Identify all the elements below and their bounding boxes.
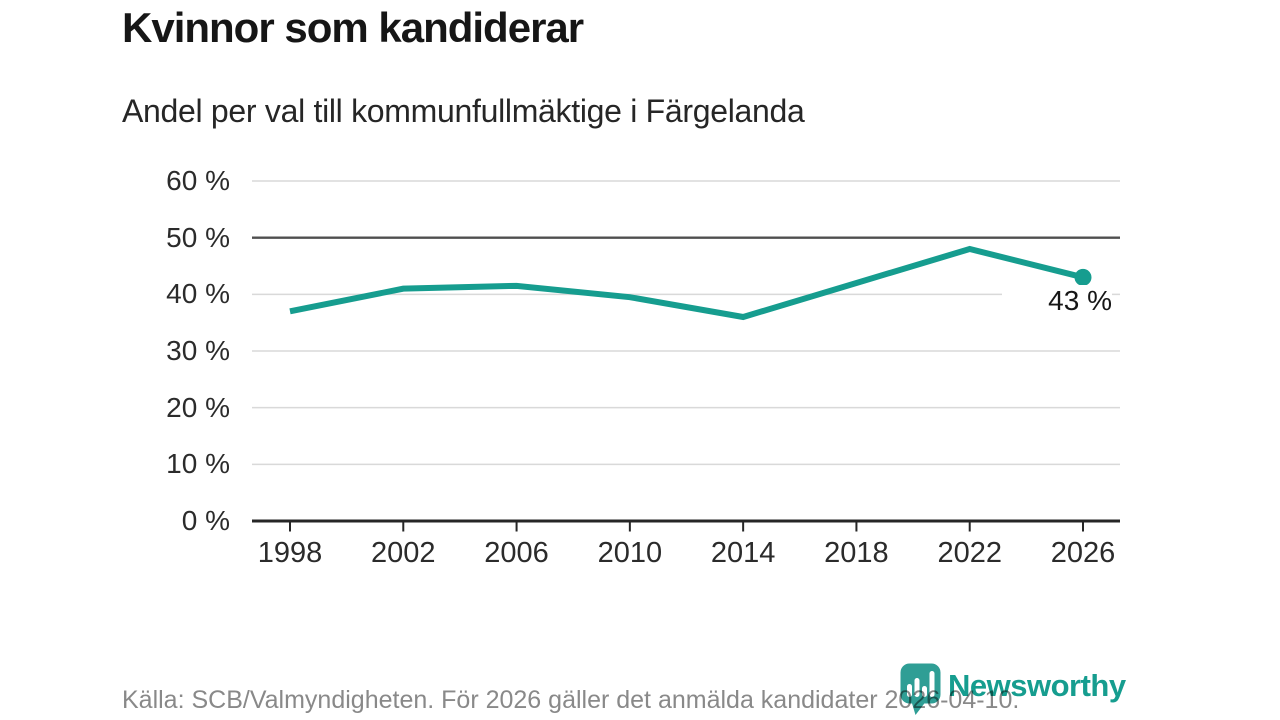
source-note: Källa: SCB/Valmyndigheten. För 2026 gäll…	[122, 686, 1020, 714]
newsworthy-logo: Newsworthy	[900, 663, 1126, 716]
y-axis-label: 60 %	[166, 165, 230, 196]
y-axis-label: 40 %	[166, 278, 230, 310]
newsworthy-wordmark: Newsworthy	[948, 668, 1126, 703]
x-axis-label: 1998	[257, 537, 323, 569]
data-line	[289, 245, 1084, 321]
y-axis-label: 10 %	[166, 448, 230, 480]
y-axis-label: 20 %	[166, 391, 230, 423]
page-subtitle: Andel per val till kommunfullmäktige i F…	[122, 93, 805, 129]
x-axis-label: 2006	[484, 537, 549, 569]
x-axis-label: 2018	[824, 537, 889, 569]
x-axis-label: 2014	[710, 537, 776, 569]
last-point-marker	[1074, 268, 1092, 286]
x-axis-label: 2002	[371, 537, 436, 569]
chart-speech-bubble-icon	[900, 663, 941, 715]
last-point-value-label: 43 %	[1002, 285, 1112, 317]
x-axis-label: 2022	[937, 537, 1002, 569]
y-axis-label: 50 %	[166, 221, 230, 253]
x-axis-label: 2026	[1050, 537, 1116, 569]
y-axis-label: 30 %	[166, 335, 230, 366]
page-title: Kvinnor som kandiderar	[122, 4, 584, 51]
y-axis-label: 0 %	[181, 505, 230, 536]
x-axis-label: 2010	[597, 537, 663, 569]
